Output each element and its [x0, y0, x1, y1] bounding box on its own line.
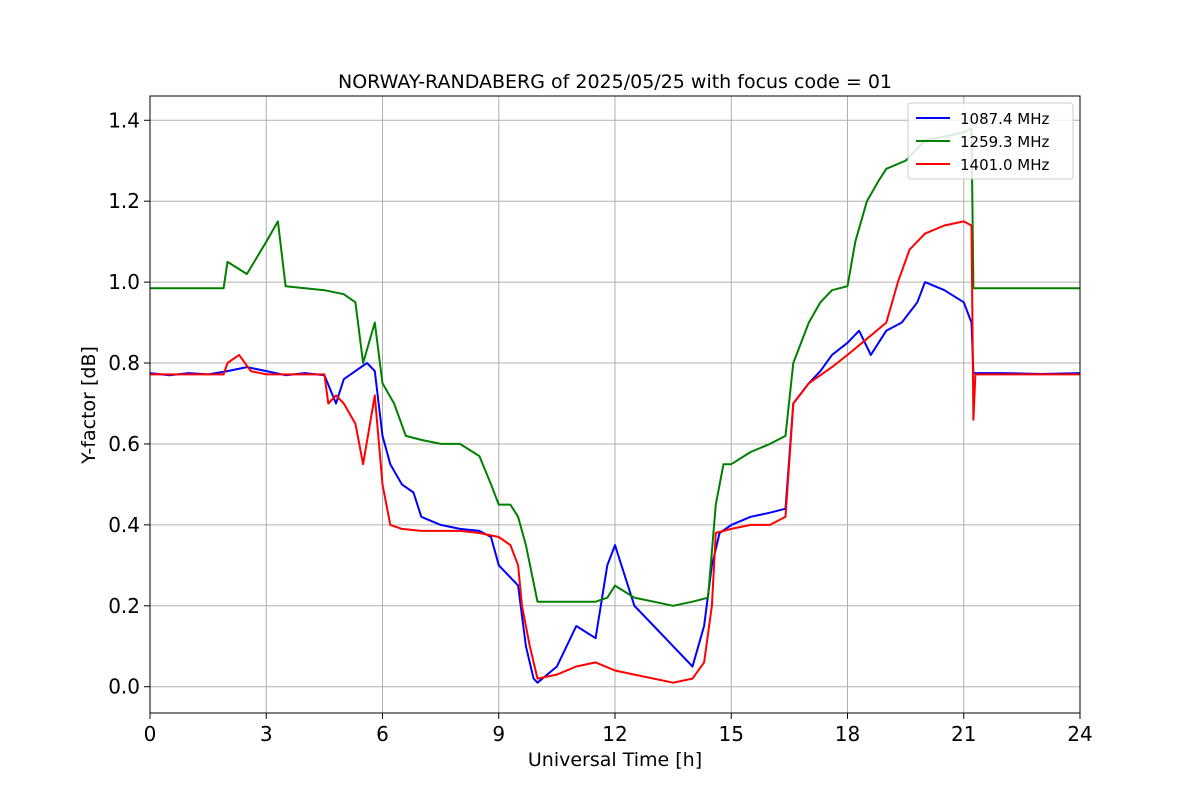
x-tick-label: 12: [602, 722, 627, 746]
x-tick-label: 24: [1067, 722, 1092, 746]
series-line-1087-4-mhz: [149, 281, 1081, 684]
legend-label: 1259.3 MHz: [960, 133, 1049, 151]
y-tick-label: 1.0: [108, 270, 140, 294]
y-tick-label: 0.6: [108, 432, 140, 456]
legend-label: 1087.4 MHz: [960, 110, 1049, 128]
chart-title: NORWAY-RANDABERG of 2025/05/25 with focu…: [338, 71, 892, 93]
y-tick-label: 0.0: [108, 675, 140, 699]
legend-label: 1401.0 MHz: [960, 156, 1049, 174]
x-tick-label: 9: [492, 722, 505, 746]
y-tick-label: 0.2: [108, 594, 140, 618]
y-tick-label: 0.4: [108, 513, 140, 537]
y-tick-label: 1.2: [108, 189, 140, 213]
x-tick-label: 15: [719, 722, 744, 746]
series-line-1259-3-mhz: [150, 127, 1080, 607]
x-axis-label: Universal Time [h]: [528, 749, 702, 771]
y-tick-label: 1.4: [108, 108, 140, 132]
y-axis-label: Y-factor [dB]: [78, 346, 100, 465]
x-tick-label: 18: [835, 722, 860, 746]
series-line-1401-0-mhz: [150, 220, 1080, 684]
legend: 1087.4 MHz 1259.3 MHz 1401.0 MHz: [907, 102, 1074, 180]
x-tick-label: 21: [951, 722, 976, 746]
x-tick-label: 6: [376, 722, 389, 746]
x-tick-label: 3: [260, 722, 273, 746]
plot-data: [149, 127, 1081, 684]
y-tick-label: 0.8: [108, 351, 140, 375]
legend-box: [907, 102, 1074, 180]
axes: 0 3 6 9 12 15 18 21 24 0.0 0.2 0.4 0.6 0.8 1.0 1.2 1.4: [108, 108, 1093, 746]
x-tick-label: 0: [144, 722, 157, 746]
